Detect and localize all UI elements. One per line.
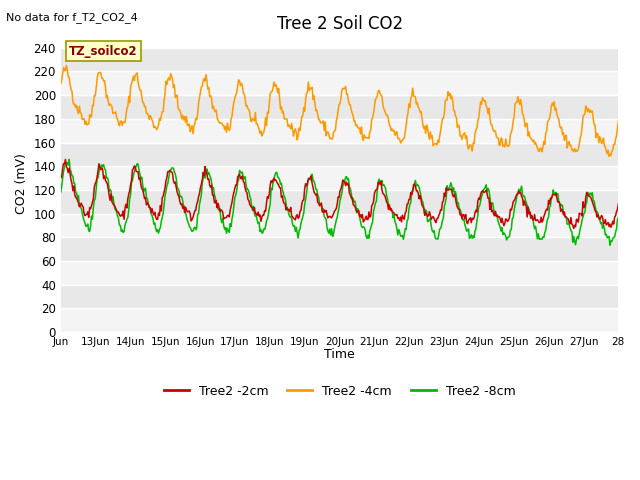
Bar [61, 143, 618, 166]
Bar [61, 48, 618, 72]
Title: Tree 2 Soil CO2: Tree 2 Soil CO2 [276, 15, 403, 33]
Bar [61, 166, 618, 190]
Bar [61, 261, 618, 285]
Bar [61, 214, 618, 237]
Bar [61, 119, 618, 143]
Bar [61, 95, 618, 119]
Y-axis label: CO2 (mV): CO2 (mV) [15, 154, 28, 215]
Text: No data for f_T2_CO2_4: No data for f_T2_CO2_4 [6, 12, 138, 23]
Legend: Tree2 -2cm, Tree2 -4cm, Tree2 -8cm: Tree2 -2cm, Tree2 -4cm, Tree2 -8cm [159, 380, 520, 403]
Bar [61, 237, 618, 261]
X-axis label: Time: Time [324, 348, 355, 361]
Bar [61, 308, 618, 332]
Bar [61, 285, 618, 308]
Text: TZ_soilco2: TZ_soilco2 [69, 45, 138, 58]
Bar [61, 72, 618, 95]
Bar [61, 190, 618, 214]
